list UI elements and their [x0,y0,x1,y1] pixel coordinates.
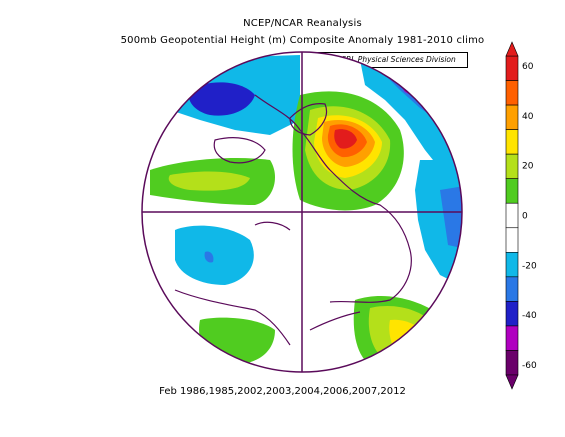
colorbar-segment [505,325,519,351]
colorbar-segment [505,80,519,106]
map-title: NCEP/NCAR Reanalysis [243,18,362,29]
colorbar-segment [505,178,519,204]
colorbar-segment [505,276,519,302]
colorbar-segment [505,301,519,327]
colorbar-tick-label: 20 [522,162,534,172]
colorbar-segment [505,129,519,155]
colorbar-tick-label: 0 [522,212,528,222]
composite-years-label: Feb 1986,1985,2002,2003,2004,2006,2007,2… [159,386,406,397]
colorbar-max-arrow [505,41,519,57]
colorbar-segment [505,55,519,81]
colorbar-tick-label: 60 [522,62,534,72]
colorbar-tick-label: 40 [522,112,534,122]
colorbar-segment [505,252,519,278]
colorbar-tick-label: -60 [522,361,537,371]
colorbar-tick-label: -40 [522,311,537,321]
map-subtitle: 500mb Geopotential Height (m) Composite … [120,35,485,46]
colorbar-tick-label: -20 [522,261,537,271]
colorbar-min-arrow [505,374,519,390]
colorbar-segment [505,227,519,253]
colorbar-segment [505,153,519,179]
colorbar-segment [505,104,519,130]
colorbar-segment [505,202,519,229]
anomaly-west [175,225,254,285]
anomaly-north-pacific-core [188,82,255,116]
colorbar-segment [505,350,519,376]
